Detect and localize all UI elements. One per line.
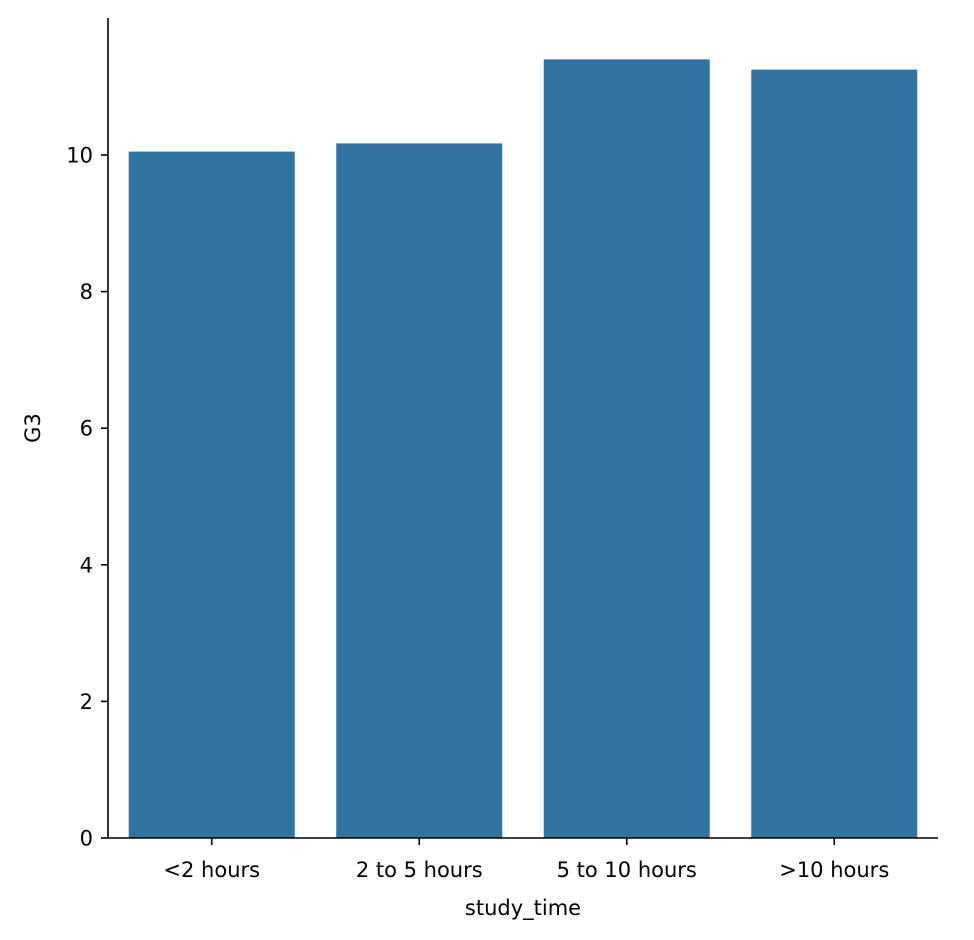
y-axis-label: G3: [21, 413, 45, 443]
bar-3: [751, 69, 918, 838]
x-tick-label-0: <2 hours: [163, 858, 260, 882]
bar-1: [336, 143, 503, 838]
y-tick-label-2: 4: [80, 553, 93, 577]
x-tick-label-2: 5 to 10 hours: [557, 858, 697, 882]
bars-group: [128, 59, 918, 838]
bar-0: [128, 151, 295, 838]
x-axis-ticks: <2 hours 2 to 5 hours 5 to 10 hours >10 hou…: [163, 838, 889, 882]
y-tick-label-5: 10: [66, 144, 93, 168]
x-tick-label-1: 2 to 5 hours: [356, 858, 483, 882]
y-tick-label-0: 0: [80, 827, 93, 851]
y-axis-ticks: 0 2 4 6 8 10: [66, 144, 108, 851]
bar-2: [543, 59, 710, 838]
x-tick-label-3: >10 hours: [779, 858, 889, 882]
x-axis-label: study_time: [465, 896, 581, 921]
y-tick-label-1: 2: [80, 690, 93, 714]
y-tick-label-3: 6: [80, 417, 93, 441]
y-tick-label-4: 8: [80, 280, 93, 304]
